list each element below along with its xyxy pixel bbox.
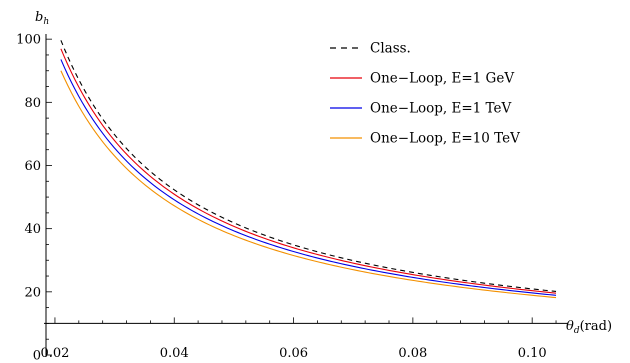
x-axis-label: θd(rad) bbox=[566, 319, 612, 336]
y-tick-label: 0 bbox=[33, 349, 41, 363]
y-tick-label: 20 bbox=[24, 285, 41, 300]
series-line-one-loop-e-1-gev bbox=[60, 48, 557, 294]
series-line-class bbox=[60, 40, 557, 293]
series-line-one-loop-e-1-tev bbox=[60, 59, 557, 296]
x-tick-label: 0.10 bbox=[518, 346, 547, 361]
x-tick-label: 0.02 bbox=[40, 346, 69, 361]
legend: Class. One−Loop, E=1 GeV One−Loop, E=1 TeV… bbox=[330, 41, 520, 147]
x-tick-label: 0.08 bbox=[398, 346, 427, 361]
legend-label-class: Class. bbox=[370, 41, 411, 57]
y-tick-label: 80 bbox=[24, 96, 41, 111]
x-axis-label-unit: (rad) bbox=[580, 319, 612, 334]
y-axis-label-main: b bbox=[35, 10, 43, 25]
y-tick-label: 100 bbox=[16, 33, 41, 48]
y-axis-label-sub: h bbox=[43, 17, 49, 27]
legend-label-one-loop-e-1-tev: One−Loop, E=1 TeV bbox=[370, 101, 511, 117]
legend-label-one-loop-e-10-tev: One−Loop, E=10 TeV bbox=[370, 131, 520, 147]
series-line-one-loop-e-10-tev bbox=[60, 70, 557, 299]
axes: 0 20 40 60 80 100 0.02 0.04 0.06 0.08 0.10 bh θd(rad… bbox=[16, 10, 612, 363]
x-axis-label-sub: d bbox=[574, 326, 580, 336]
x-tick-label: 0.04 bbox=[160, 346, 189, 361]
series-layer bbox=[60, 40, 557, 299]
x-tick-label: 0.06 bbox=[279, 346, 308, 361]
x-axis-label-main: θ bbox=[566, 319, 574, 334]
y-tick-label: 60 bbox=[24, 159, 41, 174]
y-axis-label: bh bbox=[35, 10, 49, 27]
legend-label-one-loop-e-1-gev: One−Loop, E=1 GeV bbox=[370, 71, 514, 87]
y-tick-label: 40 bbox=[24, 222, 41, 237]
